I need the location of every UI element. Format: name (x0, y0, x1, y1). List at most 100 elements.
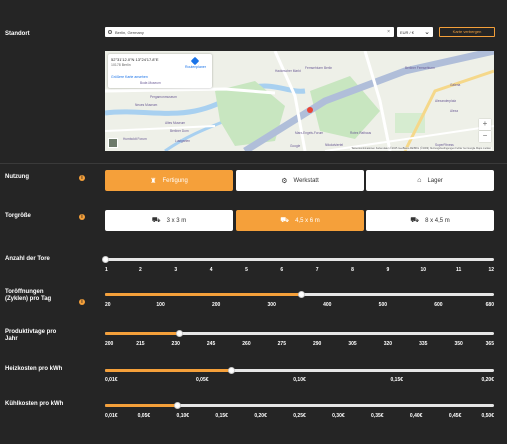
tick-label: 4 (209, 267, 213, 273)
location-pin-icon (108, 30, 112, 34)
tick-label: 200 (211, 302, 221, 308)
cool-slider-thumb[interactable] (173, 402, 181, 409)
usage-option-2[interactable]: ⚙ Werkstatt (236, 170, 364, 191)
tick-label: 100 (156, 302, 165, 308)
tick-label: 12 (488, 267, 494, 273)
map-place-label: SuperFitness (435, 143, 454, 147)
tick-label: 275 (277, 341, 286, 347)
tick-label: 0,01€ (105, 413, 118, 419)
door-size-option-label: 3 x 3 m (166, 217, 187, 224)
tick-label: 0,05€ (195, 377, 209, 383)
usage-option-label: Werkstatt (293, 177, 319, 184)
doors-slider-thumb[interactable] (102, 256, 109, 263)
door-size-label: Torgröße (5, 213, 31, 219)
currency-value: EUR / € (400, 29, 415, 35)
map-place-label: Nikolaiviertel (325, 143, 344, 147)
tools-icon: ⚙ (281, 177, 288, 185)
bigger-map-link[interactable]: Größere Karte ansehen (111, 75, 148, 79)
map-place-label: Rotes Rathaus (350, 131, 372, 135)
tick-label: 0,40€ (409, 413, 423, 419)
tick-label: 600 (434, 302, 443, 308)
tick-label: 335 (419, 341, 428, 347)
route-planner-button[interactable]: Routenplaner (185, 56, 206, 69)
zoom-out-button[interactable]: − (479, 131, 491, 142)
cool-slider-fill (105, 404, 177, 407)
doors-slider-label: Anzahl der Tore (5, 256, 50, 262)
satellite-toggle[interactable] (108, 138, 118, 148)
location-search-value: Berlin, Germany (115, 29, 144, 35)
days-slider-label: Produktivtage pro Jahr (5, 329, 57, 342)
tick-label: 200 (105, 341, 114, 347)
tick-label: 2 (138, 267, 142, 273)
doors-slider-ticks: 1 2 3 4 5 6 7 8 9 10 11 12 (105, 267, 494, 275)
cycles-info-icon[interactable]: i (79, 299, 85, 305)
map-coords: 52°31'12.0"N 13°24'17.8"E (111, 57, 159, 62)
cycles-slider[interactable] (105, 291, 494, 298)
usage-option-3[interactable]: ⌂ Lager (366, 170, 494, 191)
days-slider-ticks: 200 215 230 245 260 275 290 305 320 335 350 365 (105, 341, 494, 349)
heat-slider-ticks: 0,01€ 0,05€ 0,10€ 0,15€ 0,20€ (105, 377, 494, 385)
heat-slider[interactable] (105, 367, 494, 374)
tick-label: 20 (105, 302, 111, 308)
map-place-label: Neues Museum (135, 103, 158, 107)
location-search-input[interactable]: Berlin, Germany × (105, 27, 394, 37)
tick-label: 5 (245, 267, 248, 273)
tick-label: 215 (136, 341, 145, 347)
cycles-slider-fill (105, 293, 302, 296)
heat-slider-label: Heizkosten pro kWh (5, 366, 63, 372)
door-size-option-1[interactable]: ⛟ 3 x 3 m (105, 210, 233, 231)
tick-label: 0,50€ (481, 413, 494, 419)
doors-slider[interactable] (102, 256, 494, 263)
door-size-option-3[interactable]: ⛟ 8 x 4,5 m (366, 210, 494, 231)
map-place-label: Marx-Engels-Forum (295, 131, 324, 135)
clear-icon[interactable]: × (387, 29, 390, 35)
usage-info-icon[interactable]: i (79, 175, 85, 181)
cool-slider[interactable] (105, 402, 494, 409)
cycles-slider-ticks: 20 100 200 300 400 500 600 680 (105, 302, 494, 310)
tick-label: 230 (171, 341, 180, 347)
map-canvas (105, 51, 494, 151)
tick-label: 0,45€ (448, 413, 462, 419)
tick-label: 680 (485, 302, 494, 308)
tick-label: 7 (315, 267, 319, 273)
map-place-label: Humboldt Forum (123, 137, 147, 141)
location-label: Standort (5, 31, 30, 37)
cool-slider-label: Kühlkosten pro kWh (5, 401, 64, 407)
factory-icon: ♜ (150, 177, 157, 185)
days-slider[interactable] (105, 330, 494, 337)
map-info-card: 52°31'12.0"N 13°24'17.8"E 10178 Berlin G… (108, 54, 212, 88)
hide-map-button[interactable]: Karte verbergen (439, 27, 495, 37)
map-place-label: Hackescher Markt (275, 69, 301, 73)
tick-label: 9 (386, 267, 390, 273)
usage-option-1[interactable]: ♜ Fertigung (105, 170, 233, 191)
days-slider-thumb[interactable] (175, 330, 183, 337)
map-place-label: Berliner Fernsehturm (405, 66, 435, 70)
map-place-label: Galeria (450, 83, 461, 87)
map-place-label: Google (290, 144, 301, 148)
map-address: 10178 Berlin (111, 63, 131, 67)
map-embed[interactable]: 52°31'12.0"N 13°24'17.8"E 10178 Berlin G… (105, 51, 494, 151)
tick-label: 365 (485, 341, 494, 347)
tick-label: 400 (323, 302, 332, 308)
tick-label: 0,20€ (481, 377, 494, 383)
usage-option-label: Lager (427, 177, 443, 184)
cycles-slider-thumb[interactable] (298, 291, 306, 298)
tick-label: 350 (454, 341, 463, 347)
door-size-option-label: 4,5 x 6 m (295, 217, 320, 224)
cycles-slider-label: Toröffnungen (Zyklen) pro Tag (5, 289, 52, 302)
tick-label: 0,05€ (137, 413, 151, 419)
door-size-option-label: 8 x 4,5 m (425, 217, 450, 224)
currency-select[interactable]: EUR / € ⌄ (397, 27, 433, 37)
heat-slider-fill (105, 369, 232, 372)
map-place-label: Berliner Dom (170, 129, 189, 133)
map-place-label: Alexa (450, 109, 458, 113)
zoom-in-button[interactable]: + (479, 119, 491, 130)
tick-label: 11 (455, 267, 462, 273)
door-size-info-icon[interactable]: i (79, 214, 85, 220)
tick-label: 245 (206, 341, 216, 347)
door-size-option-2[interactable]: ⛟ 4,5 x 6 m (236, 210, 364, 231)
map-place-label: Fernsehturm Berlin (305, 66, 333, 70)
tick-label: 6 (280, 267, 284, 273)
tick-label: 10 (420, 267, 427, 273)
heat-slider-thumb[interactable] (228, 367, 236, 374)
